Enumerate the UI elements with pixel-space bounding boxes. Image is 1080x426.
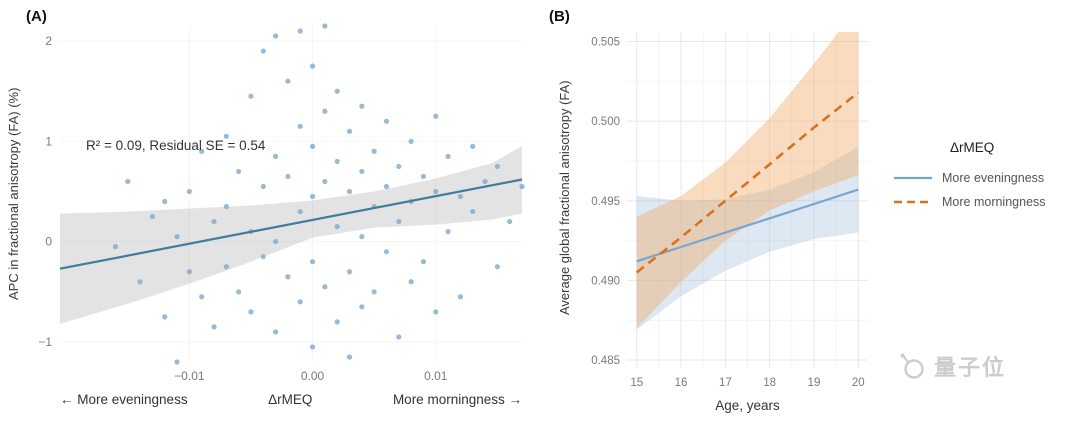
regression-annotation: R² = 0.09, Residual SE = 0.54: [86, 138, 266, 153]
legend-item-eveningness: More eveningness: [892, 171, 1080, 185]
panel-b: (B) Average global fractional anisotropy…: [545, 0, 890, 426]
legend: ΔrMEQ More eveningness More morningness: [892, 140, 1080, 219]
qbitai-logo-icon: [900, 353, 924, 379]
legend-item-label: More morningness: [942, 195, 1046, 209]
panel-b-x-tick-label: 15: [630, 377, 643, 389]
panel-a-x-tick-label: −0.01: [174, 369, 205, 383]
panel-a-y-tick-label: −1: [38, 335, 52, 349]
panel-b-plot: 0.485 0.490 0.495 0.500 0.505 15 16 17 18 19 20: [591, 32, 868, 389]
panel-b-x-axis-title: Age, years: [715, 398, 780, 413]
solid-line-swatch-icon: [894, 176, 932, 180]
panel-a-x-tick-label: 0.00: [301, 369, 325, 383]
legend-item-label: More eveningness: [942, 171, 1045, 185]
qbitai-watermark: 量子位: [898, 350, 1006, 382]
panel-b-x-tick-label: 19: [808, 377, 821, 389]
panel-a-y-tick-label: 0: [45, 235, 52, 249]
panel-a-y-tick-label: 2: [45, 34, 52, 48]
panel-b-x-tick-label: 17: [719, 377, 732, 389]
more-morningness-label: More morningness →: [392, 392, 522, 407]
watermark-text: 量子位: [934, 355, 1007, 380]
panel-b-y-tick-label: 0.485: [591, 355, 620, 367]
panel-b-x-tick-label: 20: [852, 377, 865, 389]
legend-title: ΔrMEQ: [950, 140, 995, 155]
panel-b-y-axis-label: Average global fractional anisotropy (FA…: [557, 80, 572, 316]
panel-a-y-axis-label: APC in fractional anisotropy (FA) (%): [6, 87, 21, 301]
panel-a-x-tick-label: 0.01: [424, 369, 448, 383]
panel-b-x-tick-label: 18: [763, 377, 776, 389]
panel-a-plot: −1 0 1 2 −0.01 0.00 0.01: [38, 23, 525, 383]
panel-a-y-tick-label: 1: [45, 134, 52, 148]
panel-a-x-axis-title: ΔrMEQ: [268, 392, 313, 407]
legend-item-morningness: More morningness: [892, 195, 1080, 209]
panel-b-y-tick-label: 0.505: [591, 37, 620, 49]
panel-a: (A) APC in fractional anisotropy (FA) (%…: [6, 8, 525, 407]
panel-b-y-tick-label: 0.490: [591, 275, 620, 287]
panel-b-tag: (B): [549, 8, 570, 25]
panel-b-y-tick-label: 0.495: [591, 196, 620, 208]
dashed-line-swatch-icon: [894, 200, 932, 204]
panel-a-tag: (A): [26, 8, 47, 25]
more-eveningness-label: ← More eveningness: [60, 392, 188, 407]
panel-b-y-tick-label: 0.500: [591, 116, 620, 128]
panel-b-x-tick-label: 16: [675, 377, 688, 389]
panel-a-x-axis-labels: ← More eveningness ΔrMEQ More morningnes…: [60, 392, 522, 407]
